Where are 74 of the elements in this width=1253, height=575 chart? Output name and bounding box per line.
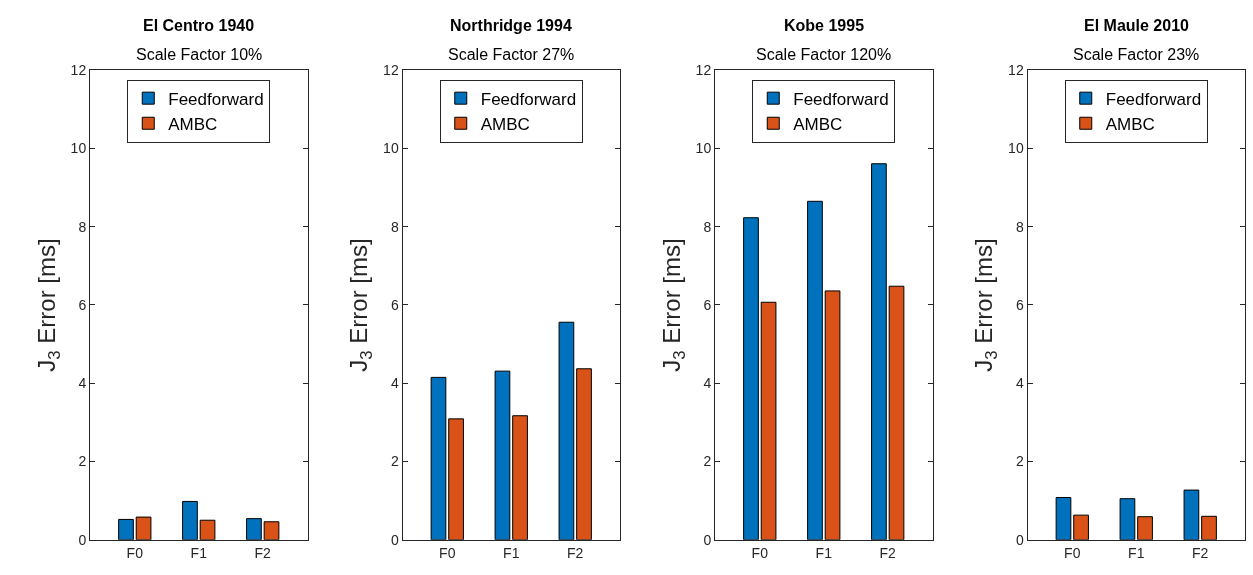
chart-title: Kobe 1995 — [784, 17, 865, 34]
chart-title: El Maule 2010 — [1084, 17, 1190, 34]
bar — [824, 290, 841, 540]
legend-label: Feedforward — [168, 89, 264, 109]
bar — [1055, 497, 1072, 540]
chart-title: El Centro 1940 — [143, 17, 255, 34]
legend-label: AMBC — [480, 114, 530, 134]
bar — [807, 200, 823, 540]
y-tick-label: 8 — [1015, 218, 1024, 235]
bar — [1137, 516, 1153, 540]
y-tick-label: 4 — [78, 375, 87, 392]
legend-label: Feedforward — [793, 89, 889, 109]
bar — [1119, 498, 1136, 540]
x-tick-label: F1 — [190, 544, 208, 561]
y-tick-label: 0 — [1015, 531, 1024, 548]
y-tick-label: 12 — [1008, 62, 1024, 79]
y-tick-label: 10 — [70, 140, 87, 157]
chart-subtitle: Scale Factor 10% — [136, 46, 263, 63]
y-tick-label: 10 — [695, 140, 712, 157]
legend-label: AMBC — [1105, 114, 1155, 134]
bar — [1183, 489, 1200, 540]
x-tick-label: F0 — [126, 544, 144, 561]
y-tick-label: 8 — [703, 218, 712, 235]
bar — [743, 217, 759, 540]
x-tick-label: F2 — [879, 544, 897, 561]
legend-label: AMBC — [168, 114, 218, 134]
x-tick-label: F2 — [1192, 544, 1209, 561]
y-tick-label: 4 — [1015, 375, 1024, 392]
y-tick-label: 6 — [703, 296, 712, 313]
chart-subtitle: Scale Factor 27% — [448, 46, 575, 63]
y-tick-label: 0 — [703, 531, 712, 548]
bar — [448, 418, 464, 540]
y-tick-label: 10 — [1008, 140, 1024, 157]
y-tick-label: 12 — [695, 62, 712, 79]
y-tick-label: 12 — [383, 62, 399, 79]
x-tick-label: F0 — [751, 544, 769, 561]
chart-title: Northridge 1994 — [450, 17, 572, 34]
bar — [871, 163, 887, 540]
y-tick-label: 2 — [390, 453, 399, 470]
y-tick-label: 6 — [390, 296, 399, 313]
bar — [576, 368, 592, 540]
bar — [760, 301, 777, 540]
bar — [1201, 515, 1217, 540]
legend-label: Feedforward — [480, 89, 577, 109]
bar — [1073, 514, 1089, 540]
y-tick-label: 10 — [383, 140, 399, 157]
bar — [558, 321, 575, 540]
bar — [430, 376, 447, 540]
legend-label: AMBC — [793, 114, 843, 134]
bar — [494, 370, 511, 540]
y-tick-label: 12 — [70, 62, 87, 79]
y-tick-label: 8 — [390, 218, 399, 235]
x-tick-label: F0 — [1064, 544, 1081, 561]
x-tick-label: F2 — [567, 544, 584, 561]
x-tick-label: F1 — [815, 544, 833, 561]
x-tick-label: F1 — [503, 544, 520, 561]
y-tick-label: 0 — [390, 531, 399, 548]
legend-label: Feedforward — [1105, 89, 1202, 109]
y-tick-label: 8 — [78, 218, 87, 235]
chart-subtitle: Scale Factor 23% — [1073, 46, 1200, 63]
x-tick-label: F1 — [1128, 544, 1145, 561]
y-tick-label: 2 — [1015, 453, 1024, 470]
x-tick-label: F2 — [254, 544, 272, 561]
y-tick-label: 6 — [78, 296, 87, 313]
y-tick-label: 0 — [78, 531, 87, 548]
y-tick-label: 6 — [1015, 296, 1024, 313]
x-tick-label: F0 — [439, 544, 456, 561]
y-tick-label: 4 — [703, 375, 712, 392]
chart-subtitle: Scale Factor 120% — [756, 46, 892, 63]
y-tick-label: 2 — [78, 453, 87, 470]
y-tick-label: 4 — [390, 375, 399, 392]
bar — [888, 285, 905, 540]
bar — [512, 415, 528, 540]
y-tick-label: 2 — [703, 453, 712, 470]
